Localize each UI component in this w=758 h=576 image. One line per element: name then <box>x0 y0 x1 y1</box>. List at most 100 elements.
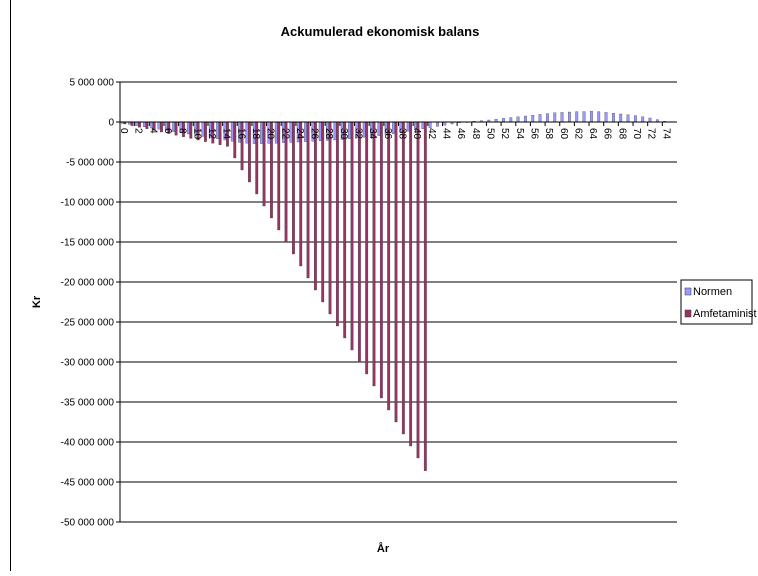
bar-normen <box>597 111 601 123</box>
bar-normen <box>582 111 586 123</box>
bar-normen <box>590 111 593 123</box>
x-tick-label: 64 <box>587 128 598 140</box>
x-tick-label: 16 <box>235 128 246 140</box>
bar-amfetaminist <box>379 121 383 399</box>
bar-amfetaminist <box>130 121 134 126</box>
x-tick-label: 48 <box>470 128 481 140</box>
x-axis-label: År <box>377 542 390 555</box>
bar-normen <box>135 121 139 126</box>
x-tick-label: 0 <box>118 128 129 134</box>
bar-normen <box>142 121 146 127</box>
x-tick-label: 50 <box>484 128 495 140</box>
bar-amfetaminist <box>328 121 332 315</box>
y-tick-label: 5 000 000 <box>70 78 115 89</box>
bar-amfetaminist <box>350 121 354 351</box>
x-tick-label: 36 <box>382 128 393 140</box>
x-tick-label: 24 <box>294 128 305 140</box>
bars <box>120 111 674 471</box>
x-tick-label: 14 <box>221 128 232 140</box>
x-tick-label: 38 <box>397 128 408 140</box>
y-tick-label: -25 000 000 <box>61 318 115 329</box>
bar-normen <box>633 115 637 123</box>
x-tick-label: 60 <box>558 128 569 140</box>
bar-amfetaminist <box>299 121 303 267</box>
x-tick-label: 10 <box>191 128 202 140</box>
bar-normen <box>568 111 571 123</box>
bar-amfetaminist <box>138 121 141 128</box>
x-tick-label: 46 <box>455 128 466 140</box>
bar-normen <box>619 113 623 123</box>
x-tick-label: 52 <box>499 128 510 140</box>
bar-normen <box>502 118 505 123</box>
bar-amfetaminist <box>335 121 339 327</box>
bar-amfetaminist <box>416 121 420 459</box>
bar-amfetaminist <box>394 121 398 423</box>
x-tick-label: 30 <box>338 128 349 140</box>
y-tick-label: -30 000 000 <box>61 358 115 369</box>
x-tick-label: 4 <box>147 128 158 134</box>
legend-swatch-amfetaminist <box>684 309 692 318</box>
y-tick-label: 0 <box>108 118 114 129</box>
y-tick-label: -45 000 000 <box>61 478 115 489</box>
bar-normen <box>516 116 520 123</box>
x-tick-label: 26 <box>309 128 320 140</box>
x-tick-label: 8 <box>177 128 188 134</box>
bar-normen <box>436 121 439 127</box>
bar-normen <box>538 114 542 123</box>
x-tick-label: 70 <box>631 128 642 140</box>
x-tick-label: 20 <box>265 128 276 140</box>
x-tick-label: 66 <box>602 128 613 140</box>
bar-amfetaminist <box>321 121 325 303</box>
bar-normen <box>648 117 652 123</box>
chart-title: Ackumulerad ekonomisk balans <box>281 24 480 39</box>
legend-box <box>680 279 753 325</box>
y-tick-label: -50 000 000 <box>61 518 115 529</box>
bar-amfetaminist <box>284 121 288 243</box>
y-tick-label: -40 000 000 <box>61 438 115 449</box>
bar-normen <box>531 115 535 123</box>
x-tick-label: 32 <box>353 128 364 140</box>
legend-label-normen: Normen <box>693 286 732 298</box>
bar-amfetaminist <box>387 121 391 411</box>
y-axis-ticks: 5 000 000 0 -5 000 000 -10 000 000 -15 000 0… <box>61 78 120 529</box>
gridlines <box>120 81 677 523</box>
x-tick-label: 62 <box>572 128 583 140</box>
x-tick-label: 34 <box>367 128 378 140</box>
x-tick-label: 2 <box>133 128 144 134</box>
bar-normen <box>524 115 527 123</box>
left-border-line <box>10 0 11 571</box>
y-tick-label: -20 000 000 <box>61 278 115 289</box>
x-tick-label: 72 <box>646 128 657 140</box>
bar-normen <box>553 112 557 123</box>
bar-amfetaminist <box>372 121 376 387</box>
y-tick-label: -10 000 000 <box>61 198 115 209</box>
x-tick-label: 74 <box>660 128 671 140</box>
y-tick-label: -5 000 000 <box>66 158 114 169</box>
bar-amfetaminist <box>313 121 317 291</box>
y-tick-label: -35 000 000 <box>61 398 115 409</box>
x-tick-label: 44 <box>440 128 451 140</box>
bar-amfetaminist <box>343 121 347 339</box>
x-tick-label: 28 <box>323 128 334 140</box>
x-tick-label: 68 <box>616 128 627 140</box>
x-tick-label: 6 <box>162 128 173 134</box>
bar-normen <box>428 121 432 128</box>
bar-normen <box>546 113 549 123</box>
legend-swatch-normen <box>684 287 692 296</box>
bar-normen <box>604 112 608 123</box>
bar-normen <box>575 111 579 123</box>
x-tick-label: 12 <box>206 128 217 140</box>
bar-normen <box>560 112 564 123</box>
legend-label-amfetaminist: Amfetaminist <box>693 308 757 320</box>
y-axis-label: Kr <box>31 295 43 308</box>
bar-amfetaminist <box>409 121 413 447</box>
x-tick-label: 18 <box>250 128 261 140</box>
bar-amfetaminist <box>306 121 310 279</box>
bar-normen <box>641 116 645 123</box>
bar-amfetaminist <box>292 121 295 255</box>
x-tick-label: 58 <box>543 128 554 140</box>
bar-amfetaminist <box>357 121 361 363</box>
bar-normen <box>509 117 513 123</box>
x-tick-label: 42 <box>426 128 437 140</box>
